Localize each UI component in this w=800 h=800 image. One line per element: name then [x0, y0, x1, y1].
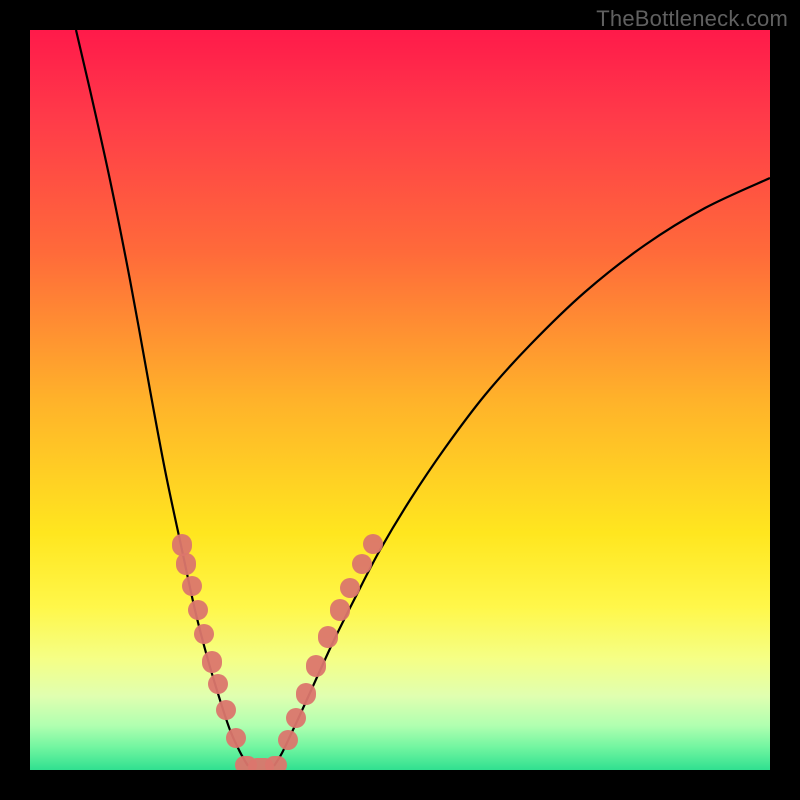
- data-marker: [286, 708, 306, 728]
- marker-group: [172, 534, 383, 770]
- data-marker: [188, 600, 208, 620]
- data-marker: [340, 578, 360, 598]
- data-marker: [363, 534, 383, 554]
- data-marker: [216, 700, 236, 720]
- data-marker: [176, 553, 196, 575]
- data-marker: [194, 624, 214, 644]
- left-curve: [76, 30, 248, 766]
- data-marker: [352, 554, 372, 574]
- data-marker: [306, 655, 326, 677]
- data-marker: [208, 674, 228, 694]
- data-marker: [172, 534, 192, 556]
- right-curve: [274, 178, 770, 766]
- chart-frame: TheBottleneck.com: [0, 0, 800, 800]
- data-marker: [226, 728, 246, 748]
- data-marker: [265, 756, 287, 770]
- data-marker: [318, 626, 338, 648]
- plot-area: [30, 30, 770, 770]
- data-marker: [182, 576, 202, 596]
- curve-layer: [30, 30, 770, 770]
- watermark-text: TheBottleneck.com: [596, 6, 788, 32]
- data-marker: [330, 599, 350, 621]
- data-marker: [296, 683, 316, 705]
- data-marker: [202, 651, 222, 673]
- data-marker: [278, 730, 298, 750]
